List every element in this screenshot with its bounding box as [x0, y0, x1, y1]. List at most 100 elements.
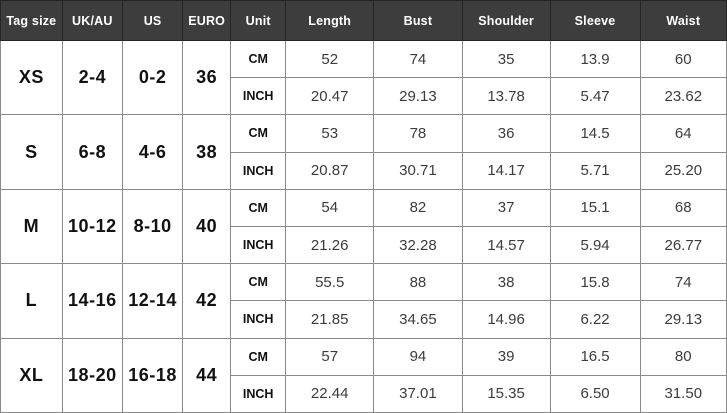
uk-au-cell: 6-8: [61, 114, 123, 190]
unit-cell: CM: [230, 114, 287, 153]
size-row-cm: XS 2-4 0-2 36 CM 52 74 35 13.9 60: [0, 39, 727, 116]
measurement-cell: 14.17: [461, 151, 551, 190]
measurement-cell: 21.26: [285, 225, 375, 265]
measurement-cell: 52: [285, 39, 375, 79]
measurement-cell: 13.78: [461, 77, 551, 116]
size-row-inch: INCH 22.44 37.01 15.35 6.50 31.50: [1, 374, 727, 413]
size-row-cm: XL 18-20 16-18 44 CM 57 94 39 16.5 80: [0, 337, 727, 413]
measurement-cell: 82: [373, 188, 463, 227]
measurement-cell: 34.65: [373, 300, 463, 339]
us-cell: 12-14: [121, 263, 184, 339]
uk-au-cell: 18-20: [61, 337, 123, 413]
measurement-cell: 29.13: [639, 300, 727, 339]
unit-cell: CM: [230, 39, 287, 79]
measurement-cell: 16.5: [549, 337, 641, 376]
measurement-cell: 29.13: [373, 77, 463, 116]
header-cell-us: US: [121, 0, 184, 41]
tag-size-cell: L: [0, 263, 63, 339]
euro-cell: 36: [182, 39, 232, 116]
measurement-cell: 88: [373, 263, 463, 302]
measurement-cell: 6.22: [549, 300, 641, 339]
uk-au-cell: 10-12: [61, 188, 123, 265]
size-chart-header: Tag size UK/AU US EURO Unit Length Bust …: [0, 0, 727, 41]
uk-au-cell: 2-4: [61, 39, 123, 116]
header-cell-waist: Waist: [639, 0, 727, 41]
measurement-cell: 30.71: [373, 151, 463, 190]
measurement-cell: 23.62: [639, 77, 727, 116]
unit-cell: INCH: [230, 77, 287, 116]
measurement-cell: 39: [461, 337, 551, 376]
measurement-cell: 14.57: [461, 225, 551, 265]
header-cell-unit: Unit: [230, 0, 287, 41]
unit-cell: INCH: [230, 374, 287, 413]
size-row-inch: INCH 20.47 29.13 13.78 5.47 23.62: [1, 77, 727, 116]
uk-au-cell: 14-16: [61, 263, 123, 339]
measurement-cell: 55.5: [285, 263, 375, 302]
measurement-cell: 20.87: [285, 151, 375, 190]
header-cell-uk-au: UK/AU: [61, 0, 123, 41]
tag-size-cell: XL: [0, 337, 63, 413]
euro-cell: 40: [182, 188, 232, 265]
measurement-cell: 26.77: [639, 225, 727, 265]
size-row-inch: INCH 20.87 30.71 14.17 5.71 25.20: [1, 151, 727, 190]
unit-cell: INCH: [230, 225, 287, 265]
tag-size-cell: S: [0, 114, 63, 190]
size-row-inch: INCH 21.26 32.28 14.57 5.94 26.77: [1, 225, 727, 265]
us-cell: 4-6: [121, 114, 184, 190]
measurement-cell: 38: [461, 263, 551, 302]
euro-cell: 44: [182, 337, 232, 413]
measurement-cell: 54: [285, 188, 375, 227]
size-row-cm: L 14-16 12-14 42 CM 55.5 88 38 15.8 74: [0, 263, 727, 339]
measurement-cell: 15.1: [549, 188, 641, 227]
measurement-cell: 37.01: [373, 374, 463, 413]
measurement-cell: 13.9: [549, 39, 641, 79]
measurement-cell: 5.47: [549, 77, 641, 116]
measurement-cell: 15.8: [549, 263, 641, 302]
header-cell-shoulder: Shoulder: [461, 0, 551, 41]
measurement-cell: 78: [373, 114, 463, 153]
measurement-cell: 25.20: [639, 151, 727, 190]
unit-cell: INCH: [230, 300, 287, 339]
measurement-cell: 80: [639, 337, 727, 376]
measurement-cell: 21.85: [285, 300, 375, 339]
size-row-cm: S 6-8 4-6 38 CM 53 78 36 14.5 64: [0, 114, 727, 190]
measurement-cell: 36: [461, 114, 551, 153]
unit-cell: INCH: [230, 151, 287, 190]
measurement-cell: 74: [639, 263, 727, 302]
euro-cell: 38: [182, 114, 232, 190]
measurement-cell: 32.28: [373, 225, 463, 265]
unit-cell: CM: [230, 188, 287, 227]
size-chart-body: XS 2-4 0-2 36 CM 52 74 35 13.9 60 INCH 20.47 29.13 13…: [0, 39, 727, 413]
unit-cell: CM: [230, 337, 287, 376]
header-cell-euro: EURO: [182, 0, 232, 41]
measurement-cell: 31.50: [639, 374, 727, 413]
header-cell-tag-size: Tag size: [0, 0, 63, 41]
measurement-cell: 57: [285, 337, 375, 376]
header-cell-sleeve: Sleeve: [549, 0, 641, 41]
measurement-cell: 20.47: [285, 77, 375, 116]
header-row: Tag size UK/AU US EURO Unit Length Bust …: [0, 0, 727, 41]
measurement-cell: 6.50: [549, 374, 641, 413]
measurement-cell: 22.44: [285, 374, 375, 413]
measurement-cell: 94: [373, 337, 463, 376]
header-cell-length: Length: [285, 0, 375, 41]
header-cell-bust: Bust: [373, 0, 463, 41]
measurement-cell: 64: [639, 114, 727, 153]
measurement-cell: 15.35: [461, 374, 551, 413]
unit-cell: CM: [230, 263, 287, 302]
us-cell: 0-2: [121, 39, 184, 116]
us-cell: 16-18: [121, 337, 184, 413]
measurement-cell: 35: [461, 39, 551, 79]
measurement-cell: 14.96: [461, 300, 551, 339]
measurement-cell: 5.71: [549, 151, 641, 190]
measurement-cell: 14.5: [549, 114, 641, 153]
euro-cell: 42: [182, 263, 232, 339]
us-cell: 8-10: [121, 188, 184, 265]
measurement-cell: 53: [285, 114, 375, 153]
measurement-cell: 60: [639, 39, 727, 79]
measurement-cell: 68: [639, 188, 727, 227]
tag-size-cell: XS: [0, 39, 63, 116]
measurement-cell: 5.94: [549, 225, 641, 265]
